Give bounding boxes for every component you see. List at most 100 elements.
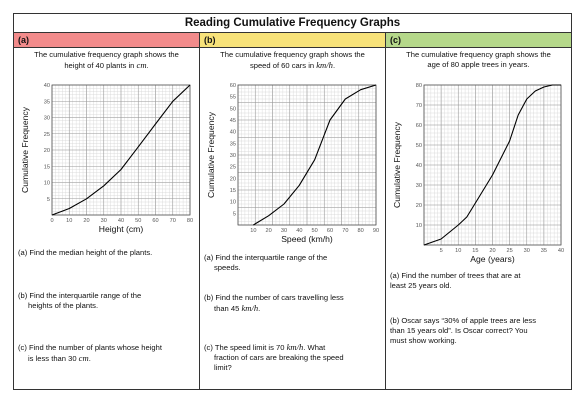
intro-line: age of 80 apple trees in years. — [427, 60, 530, 69]
question-b-a: (a) Find the interquartile range of the … — [204, 253, 381, 273]
unit-text: km/h — [316, 60, 333, 70]
y-tick-label: 80 — [416, 83, 422, 89]
panel-a-intro: The cumulative frequency graph shows the… — [14, 48, 199, 71]
question-text: limit? — [214, 363, 232, 372]
intro-line: The cumulative frequency graph shows the — [406, 50, 551, 59]
y-tick-label: 20 — [416, 203, 422, 209]
intro-line: The cumulative frequency graph shows the — [34, 50, 179, 59]
question-text: than 45 — [214, 304, 242, 313]
x-tick-label: 70 — [342, 228, 348, 234]
intro-line: The cumulative frequency graph shows the — [220, 50, 365, 59]
unit-text: cm — [136, 60, 147, 70]
panel-c: (c) The cumulative frequency graph shows… — [386, 33, 571, 389]
x-tick-label: 40 — [296, 228, 302, 234]
y-axis-label: Cumulative Frequency — [206, 111, 216, 198]
x-tick-label: 30 — [101, 218, 107, 224]
panel-b-intro: The cumulative frequency graph shows the… — [200, 48, 385, 71]
worksheet: Reading Cumulative Frequency Graphs (a) … — [13, 13, 572, 390]
plot-frame — [423, 84, 562, 246]
panel-b-label: (b) — [200, 33, 385, 48]
y-tick-label: 10 — [230, 200, 236, 206]
question-text: (b) Oscar says “30% of apple trees are l… — [390, 316, 537, 325]
x-tick-label: 30 — [281, 228, 287, 234]
intro-line: speed of 60 cars in — [249, 61, 317, 70]
x-axis-label: Age (years) — [470, 254, 515, 264]
cumulative-frequency-curve — [51, 84, 191, 216]
y-tick-label: 50 — [230, 106, 236, 112]
y-tick-label: 25 — [44, 132, 50, 138]
question-text: (c) Find the number of plants whose heig… — [18, 343, 162, 352]
worksheet-title: Reading Cumulative Frequency Graphs — [14, 14, 571, 33]
y-tick-label: 40 — [416, 163, 422, 169]
question-text: (a) Find the number of trees that are at — [390, 271, 521, 280]
y-tick-label: 40 — [230, 130, 236, 136]
x-tick-label: 10 — [250, 228, 256, 234]
question-text: (c) The speed limit is 70 — [204, 343, 287, 352]
y-axis-label: Cumulative Frequency — [392, 121, 402, 208]
x-tick-label: 70 — [170, 218, 176, 224]
panel-a: (a) The cumulative frequency graph shows… — [14, 33, 200, 389]
unit-text: cm — [78, 353, 89, 363]
punct: . — [88, 354, 91, 363]
x-tick-label: 80 — [358, 228, 364, 234]
x-tick-label: 20 — [83, 218, 89, 224]
y-axis-label: Cumulative Frequency — [20, 106, 30, 193]
y-tick-label: 10 — [416, 223, 422, 229]
y-tick-label: 30 — [416, 183, 422, 189]
question-a-c: (c) Find the number of plants whose heig… — [18, 343, 195, 364]
x-tick-label: 35 — [541, 248, 547, 254]
question-text: fraction of cars are breaking the speed — [214, 353, 344, 362]
x-tick-label: 0 — [50, 218, 53, 224]
punct: . — [332, 61, 336, 70]
x-tick-label: 50 — [135, 218, 141, 224]
y-tick-label: 70 — [416, 103, 422, 109]
y-tick-label: 15 — [230, 188, 236, 194]
x-tick-label: 60 — [152, 218, 158, 224]
question-c-a: (a) Find the number of trees that are at… — [390, 271, 567, 291]
question-text: (b) Find the interquartile range of the — [18, 291, 142, 300]
cumulative-frequency-curve — [253, 84, 377, 226]
punct: . — [258, 304, 261, 313]
cumulative-frequency-curve — [423, 84, 561, 246]
x-tick-label: 25 — [507, 248, 513, 254]
y-tick-label: 55 — [230, 95, 236, 101]
y-tick-label: 10 — [44, 181, 50, 187]
question-b-c: (c) The speed limit is 70 km/h. What fra… — [204, 342, 381, 373]
y-tick-label: 30 — [230, 153, 236, 159]
y-tick-label: 35 — [230, 141, 236, 147]
panel-c-label: (c) — [386, 33, 571, 48]
question-text: heights of the plants. — [28, 301, 99, 310]
question-text: . What — [303, 343, 326, 352]
y-tick-label: 45 — [230, 118, 236, 124]
y-tick-label: 15 — [44, 164, 50, 170]
y-tick-label: 60 — [230, 83, 236, 89]
y-tick-label: 30 — [44, 116, 50, 122]
question-text: is less than 30 — [28, 354, 79, 363]
panel-c-intro: The cumulative frequency graph shows the… — [386, 48, 571, 70]
x-axis-label: Height (cm) — [99, 224, 144, 234]
x-tick-label: 80 — [187, 218, 193, 224]
y-tick-label: 35 — [44, 99, 50, 105]
plot-frame — [51, 84, 191, 216]
question-a-b: (b) Find the interquartile range of the … — [18, 291, 195, 311]
question-c-b: (b) Oscar says “30% of apple trees are l… — [390, 316, 567, 346]
question-text: least 25 years old. — [390, 281, 452, 290]
x-tick-label: 50 — [312, 228, 318, 234]
question-text: must show working. — [390, 336, 457, 345]
x-tick-label: 30 — [524, 248, 530, 254]
punct: . — [146, 61, 149, 70]
panel-a-label: (a) — [14, 33, 199, 48]
intro-line: height of 40 plants in — [64, 61, 137, 70]
y-tick-label: 5 — [233, 211, 236, 217]
chart-a: 0 10 20 30 40 50 60 70 80 5 10 15 20 25 30 35 40 Height (… — [18, 81, 196, 241]
x-tick-label: 40 — [558, 248, 564, 254]
x-tick-label: 20 — [266, 228, 272, 234]
x-tick-label: 20 — [489, 248, 495, 254]
x-tick-label: 90 — [373, 228, 379, 234]
y-tick-label: 60 — [416, 123, 422, 129]
x-tick-label: 5 — [440, 248, 443, 254]
x-tick-label: 60 — [327, 228, 333, 234]
x-tick-label: 15 — [472, 248, 478, 254]
unit-text: km/h — [286, 342, 304, 352]
x-axis-label: Speed (km/h) — [281, 234, 333, 244]
